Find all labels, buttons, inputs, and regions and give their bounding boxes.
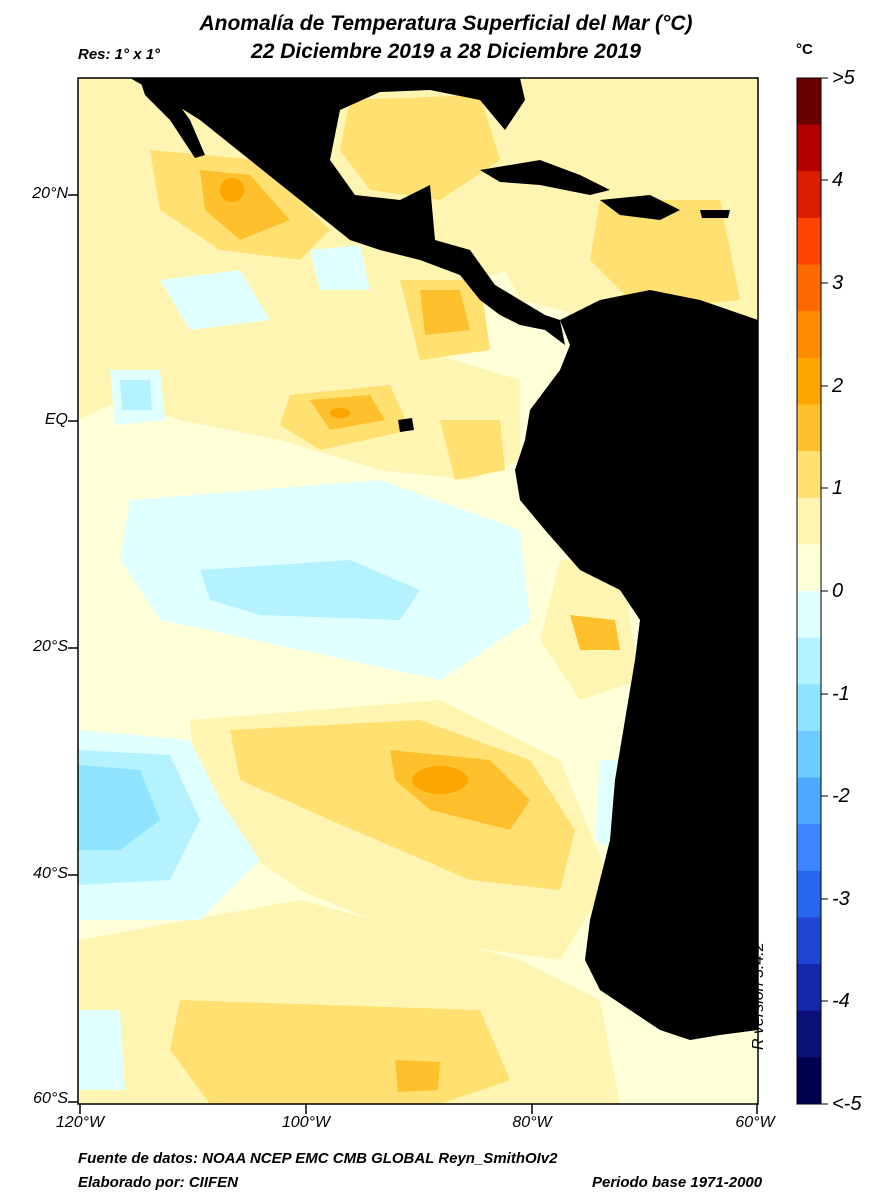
colorbar-label: 1 [832, 477, 844, 499]
lat-label-20n: 20°N [32, 185, 68, 202]
colorbar-label: 4 [832, 169, 844, 191]
colorbar-segment [797, 404, 821, 452]
lon-label-60w: 60°W [735, 1114, 775, 1131]
date-range: 22 Diciembre 2019 a 28 Diciembre 2019 [251, 40, 641, 63]
colorbar-segment [797, 684, 821, 732]
colorbar-segment [797, 824, 821, 872]
colorbar-label: -3 [832, 888, 850, 910]
lat-label-20s: 20°S [33, 638, 68, 655]
colorbar-label: 0 [832, 580, 844, 602]
colorbar-ticks [821, 77, 828, 1105]
colorbar-segment [797, 917, 821, 965]
south-america-land [515, 290, 758, 1040]
galapagos [398, 418, 414, 432]
colorbar-segment [797, 124, 821, 172]
colorbar-segment [797, 777, 821, 825]
lat-label-eq: EQ [44, 411, 68, 428]
colorbar-segment [797, 264, 821, 312]
lat-label-40s: 40°S [33, 865, 68, 882]
colorbar-segment [797, 591, 821, 639]
colorbar-segment [797, 870, 821, 918]
resolution-label: Res: 1° x 1° [78, 46, 161, 63]
hispaniola [600, 195, 680, 220]
colorbar-segment [797, 311, 821, 359]
colorbar-label: >5 [832, 67, 855, 89]
hot-spots [220, 178, 468, 794]
colorbar-label: -1 [832, 683, 850, 705]
colorbar-segment [797, 78, 821, 126]
lon-label-80w: 80°W [512, 1114, 552, 1131]
cuba [480, 160, 610, 195]
colorbar-segment [797, 544, 821, 592]
colorbar-segment [797, 1057, 821, 1105]
author-credit: Elaborado por: CIIFEN [78, 1174, 239, 1191]
colorbar-label: 3 [832, 272, 844, 294]
lat-label-60s: 60°S [33, 1090, 68, 1107]
map-frame [77, 77, 759, 1105]
land-masses [130, 78, 758, 1040]
base-period: Periodo base 1971-2000 [592, 1174, 763, 1191]
colorbar-segment [797, 357, 821, 405]
lon-label-100w: 100°W [281, 1114, 331, 1131]
axis-ticks [68, 194, 758, 1114]
colorbar-label: <-5 [832, 1093, 862, 1115]
colorbar-segment [797, 171, 821, 219]
colorbar-label: 2 [832, 375, 844, 397]
colorbar-label: -2 [832, 785, 850, 807]
r-version-label: R version 3.4.2 [750, 942, 767, 1050]
lon-label-120w: 120°W [55, 1114, 105, 1131]
baja-california [140, 80, 205, 158]
north-america-land [130, 78, 565, 345]
colorbar-segment [797, 217, 821, 266]
colorbar-unit: °C [796, 41, 813, 58]
colorbar-segment [797, 497, 821, 545]
colorbar-segment [797, 637, 821, 685]
strong-cool-zones [78, 765, 160, 850]
map-title: Anomalía de Temperatura Superficial del … [199, 12, 693, 35]
data-source: Fuente de datos: NOAA NCEP EMC CMB GLOBA… [78, 1150, 558, 1167]
colorbar-segment [797, 730, 821, 779]
colorbar-label: -4 [832, 990, 850, 1012]
colorbar-segment [797, 964, 821, 1012]
colorbar-segment [797, 1010, 821, 1058]
colorbar [797, 78, 821, 1105]
map-area [78, 78, 758, 1104]
colorbar-segment [797, 451, 821, 499]
